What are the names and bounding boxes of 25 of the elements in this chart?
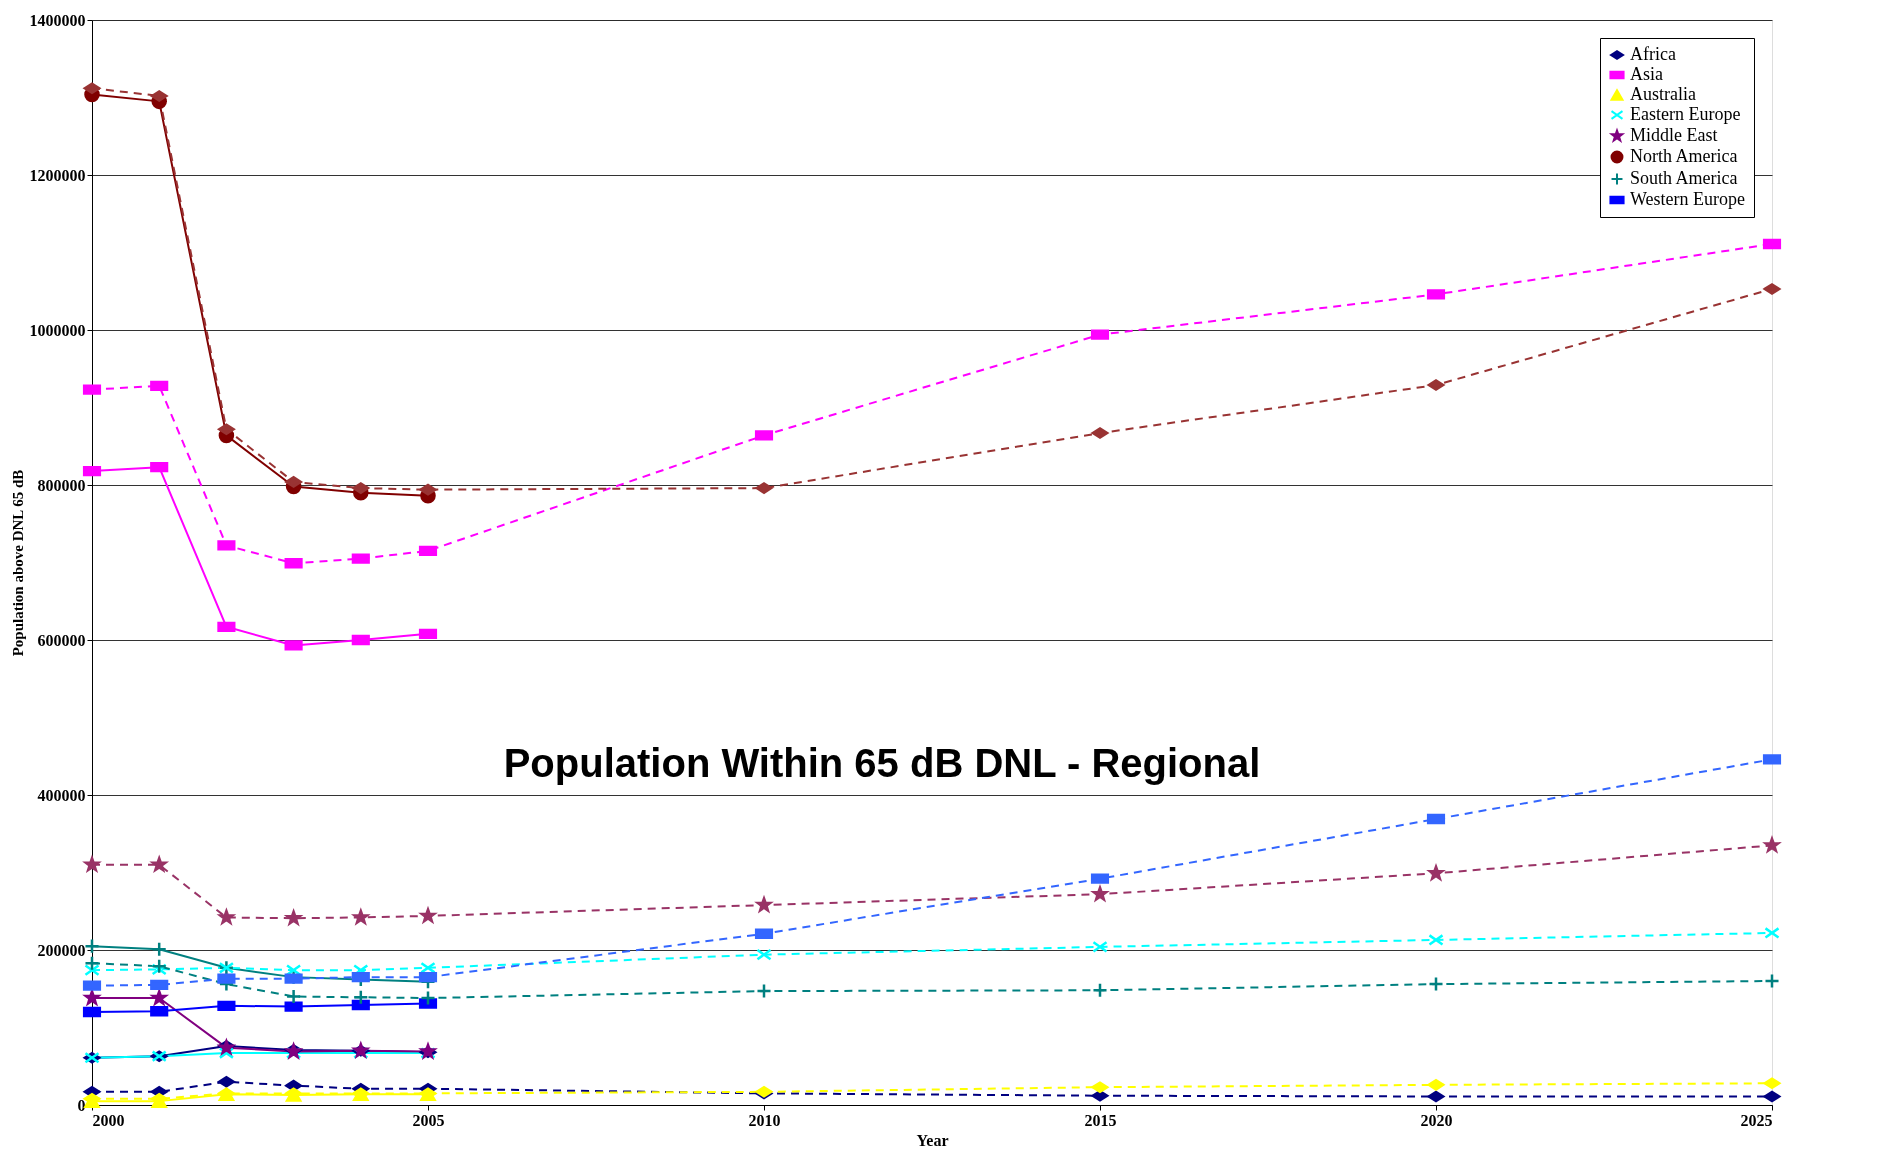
x-tick-label: 2000: [92, 1111, 125, 1129]
legend-label: Asia: [1630, 64, 1663, 84]
text: Population Within 65 dB DNL - Regional: [503, 741, 1261, 785]
legend-label: North America: [1630, 146, 1738, 166]
x-tick-label: 2005: [412, 1111, 445, 1129]
y-tick-label: 0: [77, 1096, 86, 1114]
y-tick-label: 1200000: [29, 166, 86, 184]
y-tick-label: 200000: [37, 941, 86, 959]
y-tick-label: 1400000: [29, 11, 86, 29]
legend-label: Western Europe: [1630, 189, 1746, 209]
x-tick-label: 2010: [748, 1111, 781, 1129]
y-tick-label: 1000000: [29, 321, 86, 339]
x-tick-label: 2020: [1420, 1111, 1453, 1129]
x-axis-title: Year: [916, 1131, 949, 1149]
y-tick-label: 400000: [37, 786, 86, 804]
x-tick-label: 2025: [1740, 1111, 1773, 1129]
y-tick-label: 800000: [37, 476, 86, 494]
y-axis-title: Population above DNL 65 dB: [9, 469, 26, 657]
y-tick-label: 600000: [37, 631, 86, 649]
legend-label: South America: [1630, 168, 1738, 188]
legend-label: Eastern Europe: [1630, 104, 1741, 124]
legend-label: Africa: [1630, 44, 1676, 64]
legend-label: Australia: [1630, 84, 1696, 104]
legend-label: Middle East: [1630, 125, 1718, 145]
x-tick-label: 2015: [1084, 1111, 1117, 1129]
